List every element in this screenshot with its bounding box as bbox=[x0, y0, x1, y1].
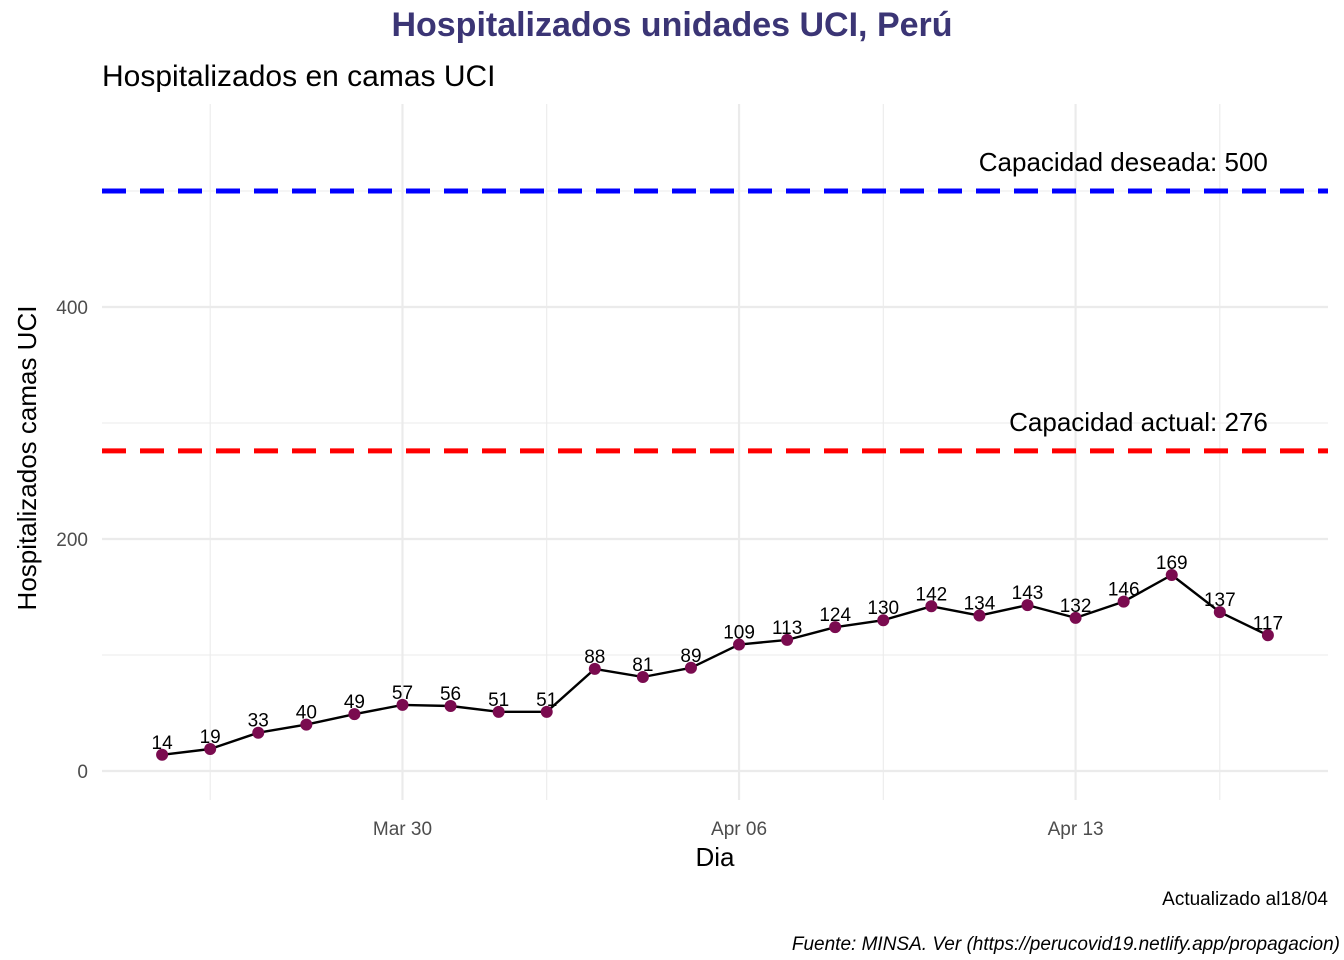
data-series bbox=[156, 568, 1274, 761]
data-label: 146 bbox=[1108, 580, 1140, 601]
data-label: 14 bbox=[152, 733, 174, 754]
data-label: 51 bbox=[488, 690, 509, 711]
data-point bbox=[877, 614, 890, 627]
data-label: 137 bbox=[1204, 590, 1236, 611]
data-point bbox=[925, 600, 938, 613]
data-label: 132 bbox=[1060, 596, 1092, 617]
data-labels: 14 19 33 40 49 57 56 51 51 88 81 89 109 113 124 130 142 1… bbox=[152, 553, 1284, 754]
y-tick-label: 200 bbox=[56, 530, 88, 551]
data-point bbox=[204, 742, 217, 755]
caption-source: Fuente: MINSA. Ver (https://perucovid19.… bbox=[792, 934, 1340, 955]
data-point bbox=[829, 621, 842, 634]
data-point bbox=[444, 700, 457, 713]
data-point bbox=[300, 718, 313, 731]
reference-lines: Capacidad deseada: 500 Capacidad actual: … bbox=[102, 147, 1328, 454]
axis-ticks: 0 200 400 Mar 30 Apr 06 Apr 13 bbox=[56, 298, 1103, 840]
y-tick-label: 0 bbox=[77, 762, 88, 783]
data-point bbox=[492, 705, 505, 718]
data-point bbox=[1021, 599, 1034, 612]
data-point bbox=[1117, 595, 1130, 608]
caption-updated: Actualizado al18/04 bbox=[1162, 889, 1328, 910]
data-label: 143 bbox=[1012, 583, 1044, 604]
data-label: 57 bbox=[392, 683, 413, 704]
chart-title: Hospitalizados unidades UCI, Perú bbox=[391, 6, 952, 44]
data-label: 49 bbox=[344, 692, 365, 713]
data-point bbox=[156, 748, 169, 761]
data-point bbox=[1213, 606, 1226, 619]
data-label: 109 bbox=[723, 623, 755, 644]
data-point bbox=[252, 726, 265, 739]
data-label: 142 bbox=[916, 584, 948, 605]
data-label: 81 bbox=[632, 655, 653, 676]
y-tick-label: 400 bbox=[56, 298, 88, 319]
data-label: 33 bbox=[248, 711, 269, 732]
data-label: 124 bbox=[819, 605, 851, 626]
data-label: 134 bbox=[964, 594, 996, 615]
data-label: 117 bbox=[1253, 613, 1283, 634]
data-label: 19 bbox=[200, 727, 221, 748]
y-axis-title: Hospitalizados camas UCI bbox=[12, 306, 42, 611]
data-label: 88 bbox=[584, 647, 605, 668]
data-point bbox=[1261, 629, 1274, 642]
data-label: 56 bbox=[440, 684, 461, 705]
data-label: 40 bbox=[296, 703, 317, 724]
data-label: 113 bbox=[772, 618, 802, 639]
series-line bbox=[161, 573, 1269, 756]
data-point bbox=[1069, 611, 1082, 624]
x-axis-title: Dia bbox=[695, 842, 735, 872]
x-tick-label: Apr 13 bbox=[1048, 819, 1104, 840]
data-point bbox=[733, 638, 746, 651]
data-point bbox=[588, 662, 601, 675]
data-point bbox=[1165, 568, 1178, 581]
reference-line-label: Capacidad actual: 276 bbox=[1009, 407, 1268, 437]
data-point bbox=[636, 671, 649, 684]
x-tick-label: Apr 06 bbox=[711, 819, 767, 840]
data-point bbox=[396, 698, 409, 711]
data-label: 51 bbox=[536, 690, 557, 711]
data-label: 130 bbox=[867, 598, 899, 619]
data-point bbox=[684, 661, 697, 674]
data-point bbox=[781, 633, 794, 646]
data-point bbox=[348, 708, 361, 721]
reference-line-label: Capacidad deseada: 500 bbox=[979, 147, 1268, 177]
data-point bbox=[973, 609, 986, 622]
data-label: 89 bbox=[680, 646, 701, 667]
data-point bbox=[540, 705, 553, 718]
chart-subtitle: Hospitalizados en camas UCI bbox=[102, 60, 496, 93]
x-tick-label: Mar 30 bbox=[373, 819, 432, 840]
data-label: 169 bbox=[1156, 553, 1188, 574]
